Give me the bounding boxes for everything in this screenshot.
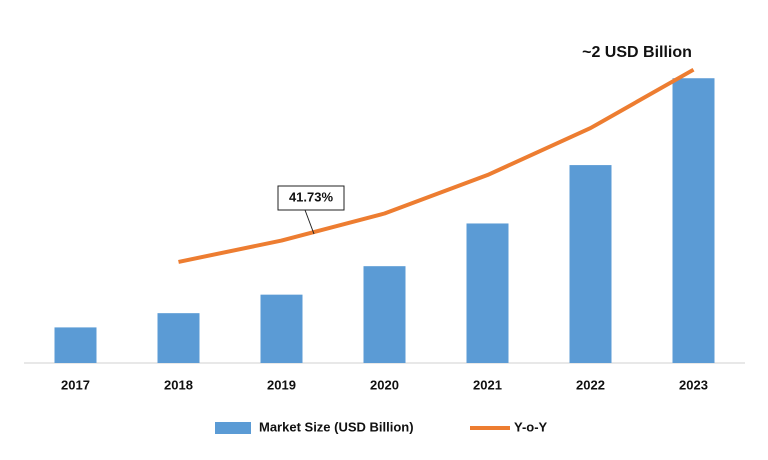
bar xyxy=(157,313,200,363)
legend-label: Y-o-Y xyxy=(514,419,548,434)
bar xyxy=(466,223,509,363)
bar xyxy=(260,294,303,363)
line xyxy=(178,67,695,264)
x-tick-label: 2023 xyxy=(679,377,708,392)
x-tick-label: 2017 xyxy=(61,377,90,392)
annotation: ~2 USD Billion xyxy=(582,44,692,61)
x-tick-label: 2021 xyxy=(473,377,502,392)
legend-label: Market Size (USD Billion) xyxy=(259,419,414,434)
legend-swatch xyxy=(215,422,251,434)
annotation: 41.73% xyxy=(289,189,334,204)
bar xyxy=(672,78,715,363)
x-tick-label: 2022 xyxy=(576,377,605,392)
x-tick-label: 2019 xyxy=(267,377,296,392)
bar xyxy=(569,165,612,363)
x-tick-label: 2020 xyxy=(370,377,399,392)
bar xyxy=(363,266,406,363)
bar xyxy=(54,327,97,363)
annotation-box xyxy=(277,185,345,211)
annotation-pointer xyxy=(304,209,315,235)
x-tick-label: 2018 xyxy=(164,377,193,392)
